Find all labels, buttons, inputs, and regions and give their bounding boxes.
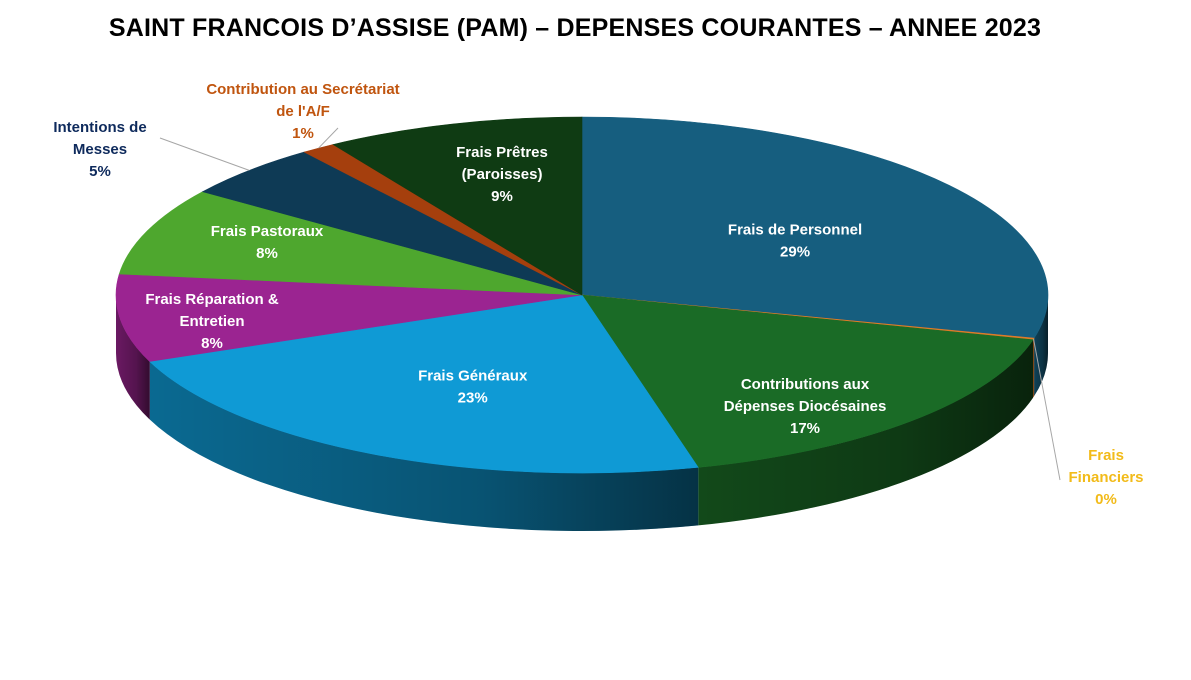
slice-labels: Frais de Personnel 29% Frais Financiers 0% Co…: [53, 81, 1143, 508]
slice-label-1-1: Financiers: [1068, 469, 1143, 486]
slice-label-6-0: Intentions de: [53, 119, 146, 136]
pie-sides: [116, 295, 1048, 531]
leader-line-6: [159, 137, 250, 171]
slice-5: [118, 191, 583, 296]
leader-line-7: [318, 127, 339, 149]
slice-pct-label-7: 1%: [292, 125, 314, 142]
slice-pct-label-1: 0%: [1095, 491, 1117, 508]
slice-side-shade-1: [1033, 338, 1035, 398]
slice-side-shade-4: [116, 295, 150, 420]
slice-label-4-0: Frais Réparation &: [145, 291, 279, 308]
slice-label-0-0: Frais de Personnel: [728, 221, 862, 238]
slice-label-5-0: Frais Pastoraux: [211, 223, 324, 240]
slice-3: [149, 294, 699, 474]
slice-label-1-0: Frais: [1088, 447, 1124, 464]
slice-label-8-1: (Paroisses): [462, 166, 543, 183]
slice-side-shade-2: [698, 339, 1034, 526]
slice-label-2-0: Contributions aux: [741, 376, 870, 393]
slice-pct-label-8: 9%: [491, 188, 513, 205]
slice-6: [201, 151, 583, 296]
slice-4: [115, 273, 583, 362]
slice-pct-label-3: 23%: [458, 390, 488, 407]
slice-label-2-1: Dépenses Diocésaines: [724, 398, 887, 415]
slice-2: [581, 294, 1034, 468]
slice-pct-label-5: 8%: [256, 245, 278, 262]
slice-label-6-1: Messes: [73, 141, 127, 158]
leader-line-1: [1033, 338, 1061, 481]
slice-side-shade-3: [149, 361, 699, 531]
slice-pct-label-2: 17%: [790, 420, 820, 437]
slice-label-4-1: Entretien: [179, 313, 244, 330]
slice-label-7-1: de l'A/F: [276, 103, 330, 120]
slice-pct-label-4: 8%: [201, 335, 223, 352]
slice-8: [332, 116, 583, 296]
slice-pct-label-6: 5%: [89, 163, 111, 180]
slice-pct-label-0: 29%: [780, 243, 810, 260]
slice-label-7-0: Contribution au Secrétariat: [206, 81, 399, 98]
pie-slices: [115, 116, 1049, 474]
slice-0: [581, 116, 1049, 339]
leader-lines: [159, 127, 1061, 481]
slice-label-3-0: Frais Généraux: [418, 368, 528, 385]
slice-side-shade-0: [1034, 295, 1048, 397]
slice-label-8-0: Frais Prêtres: [456, 144, 548, 161]
chart-title: SAINT FRANCOIS D’ASSISE (PAM) – DEPENSES…: [108, 14, 1042, 42]
